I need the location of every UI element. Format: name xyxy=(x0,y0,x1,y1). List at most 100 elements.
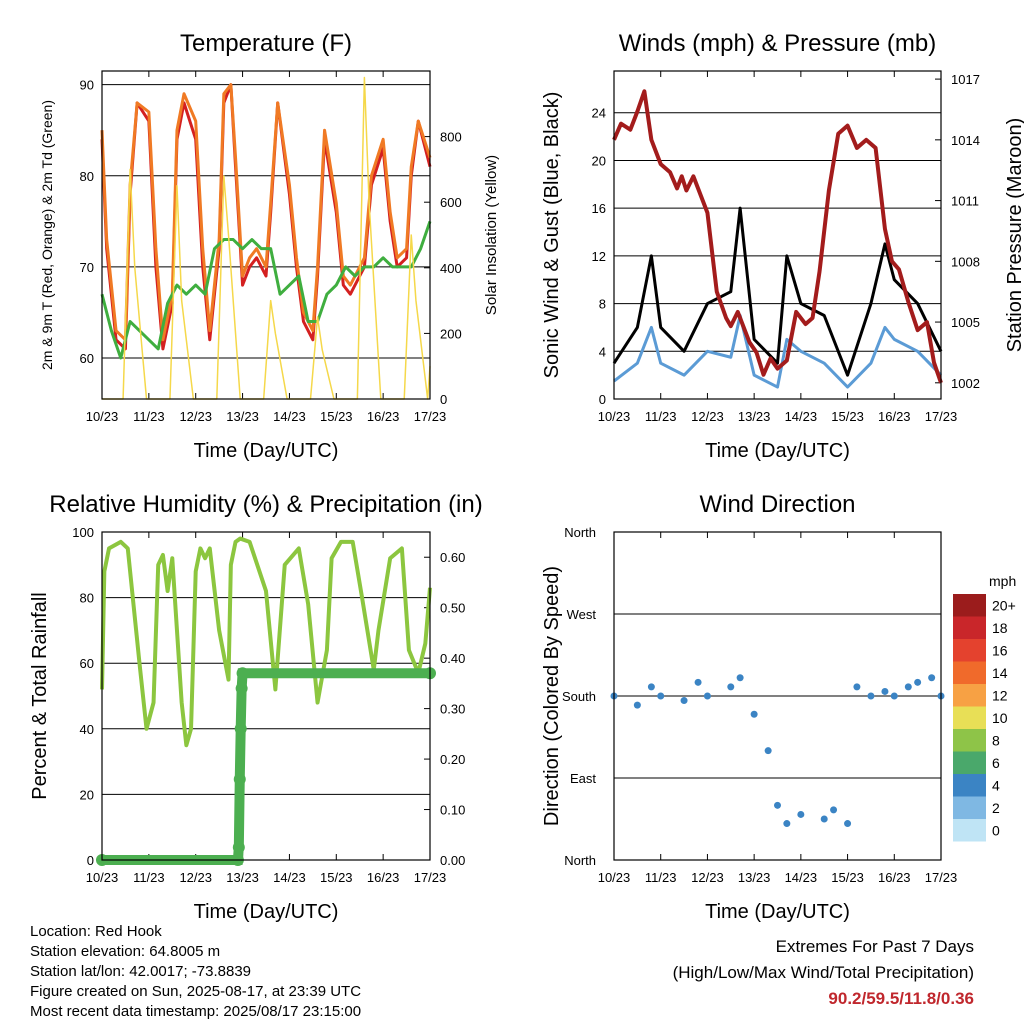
y-tick-label: 0 xyxy=(87,853,94,868)
y-tick-label: 90 xyxy=(80,78,94,93)
y-tick-label: 20 xyxy=(592,153,606,168)
y-tick-label: 20 xyxy=(80,787,94,802)
series-wind xyxy=(613,314,943,389)
direction-point xyxy=(914,678,922,686)
y-axis-label: Sonic Wind & Gust (Blue, Black) xyxy=(541,92,563,379)
direction-point xyxy=(774,801,781,809)
x-tick-label: 11/23 xyxy=(645,409,677,424)
y2-tick-label: 0.60 xyxy=(440,550,465,565)
y-tick-label: 60 xyxy=(80,656,94,671)
x-axis-label: Time (Day/UTC) xyxy=(705,901,850,923)
x-tick-label: 17/23 xyxy=(925,870,958,885)
y2-tick-label: 1008 xyxy=(951,254,980,269)
speed-legend: mph 20+ 18 16 14 12 10 8 6 4 2 0 xyxy=(953,573,1016,842)
direction-point xyxy=(867,692,875,700)
x-tick-label: 15/23 xyxy=(831,870,864,885)
chart-title: Winds (mph) & Pressure (mb) xyxy=(619,30,936,57)
x-tick-label: 16/23 xyxy=(367,409,400,424)
x-tick-label: 14/23 xyxy=(273,870,306,885)
x-tick-label: 10/23 xyxy=(86,870,119,885)
y2-axis-label: Station Pressure (Maroon) xyxy=(1004,118,1024,353)
x-tick-label: 15/23 xyxy=(320,870,353,885)
y-tick-label: South xyxy=(562,689,596,704)
y-tick-label: 80 xyxy=(80,169,94,184)
x-tick-label: 10/23 xyxy=(598,409,631,424)
y-tick-label: 24 xyxy=(592,106,606,121)
direction-point xyxy=(853,683,861,691)
y-tick-label: 60 xyxy=(80,351,94,366)
plot-frame xyxy=(101,531,431,861)
legend-swatch xyxy=(953,706,986,729)
extremes-subtitle: (High/Low/Max Wind/Total Precipitation) xyxy=(672,963,974,982)
y-tick-label: East xyxy=(570,771,596,786)
y2-tick-label: 0.40 xyxy=(440,651,465,666)
x-tick-label: 13/23 xyxy=(226,409,259,424)
direction-point xyxy=(750,710,758,718)
legend-label: 0 xyxy=(992,822,1000,838)
legend-swatch xyxy=(953,819,986,842)
x-tick-label: 13/23 xyxy=(738,870,771,885)
direction-point xyxy=(783,820,791,828)
legend-swatch xyxy=(953,729,986,752)
y-tick-label: North xyxy=(564,853,596,868)
station-elevation: Station elevation: 64.8005 m xyxy=(30,943,221,960)
extremes-title: Extremes For Past 7 Days xyxy=(775,937,974,956)
y2-tick-label: 0.00 xyxy=(440,853,465,868)
y2-tick-label: 1017 xyxy=(951,72,980,87)
legend-title: mph xyxy=(989,573,1016,589)
direction-point xyxy=(647,683,655,691)
x-tick-label: 10/23 xyxy=(598,870,631,885)
y-tick-label: 8 xyxy=(599,297,606,312)
x-axis-label: Time (Day/UTC) xyxy=(194,440,339,462)
x-tick-label: 15/23 xyxy=(831,409,864,424)
legend-label: 4 xyxy=(992,777,1000,793)
x-tick-label: 12/23 xyxy=(691,870,724,885)
legend-label: 14 xyxy=(992,665,1008,681)
y-axis-label: Direction (Colored By Speed) xyxy=(541,566,563,826)
legend-swatch xyxy=(953,751,986,774)
y2-tick-label: 1002 xyxy=(951,376,980,391)
direction-point xyxy=(633,701,641,709)
y2-tick-label: 0.30 xyxy=(440,702,465,717)
series-pressure xyxy=(612,89,943,384)
legend-swatch xyxy=(953,639,986,662)
extremes-box: Extremes For Past 7 Days (High/Low/Max W… xyxy=(673,934,974,1012)
y-tick-label: 0 xyxy=(599,392,606,407)
y2-tick-label: 0.10 xyxy=(440,803,465,818)
legend-swatch xyxy=(953,774,986,797)
y-axis-label: 2m & 9m T (Red, Orange) & 2m Td (Green) xyxy=(39,100,55,370)
chart-title: Relative Humidity (%) & Precipitation (i… xyxy=(49,491,482,518)
x-tick-label: 16/23 xyxy=(878,409,911,424)
x-axis-label: Time (Day/UTC) xyxy=(194,901,339,923)
y-tick-label: 80 xyxy=(80,591,94,606)
station-location: Location: Red Hook xyxy=(30,923,162,940)
station-info: Location: Red Hook Station elevation: 64… xyxy=(30,922,361,1022)
x-tick-label: 12/23 xyxy=(179,870,212,885)
plot-frame xyxy=(613,531,942,861)
y-axis-label: Percent & Total Rainfall xyxy=(29,592,51,800)
x-tick-label: 16/23 xyxy=(367,870,400,885)
y-tick-label: 70 xyxy=(80,260,94,275)
direction-point xyxy=(820,815,828,823)
panel-1: Temperature (F) Time (Day/UTC) 2m & 9m T (… xyxy=(39,30,500,462)
legend-label: 18 xyxy=(992,620,1008,636)
plot-frame xyxy=(101,70,431,400)
x-tick-label: 14/23 xyxy=(785,870,818,885)
direction-point xyxy=(736,674,744,682)
series-rh xyxy=(100,536,432,748)
x-axis-label: Time (Day/UTC) xyxy=(705,440,850,462)
extremes-value: 90.2/59.5/11.8/0.36 xyxy=(828,989,974,1008)
series-t9m xyxy=(100,83,432,342)
direction-point xyxy=(928,674,936,682)
direction-point xyxy=(830,806,838,814)
station-latlon: Station lat/lon: 42.0017; -73.8839 xyxy=(30,963,252,980)
x-tick-label: 15/23 xyxy=(320,409,353,424)
y2-tick-label: 0.50 xyxy=(440,601,465,616)
series-solar xyxy=(102,76,431,400)
legend-swatch xyxy=(953,616,986,639)
y2-tick-label: 200 xyxy=(440,326,462,341)
legend-label: 16 xyxy=(992,642,1008,658)
direction-point xyxy=(844,820,852,828)
direction-point xyxy=(904,683,912,691)
direction-point xyxy=(694,678,702,686)
